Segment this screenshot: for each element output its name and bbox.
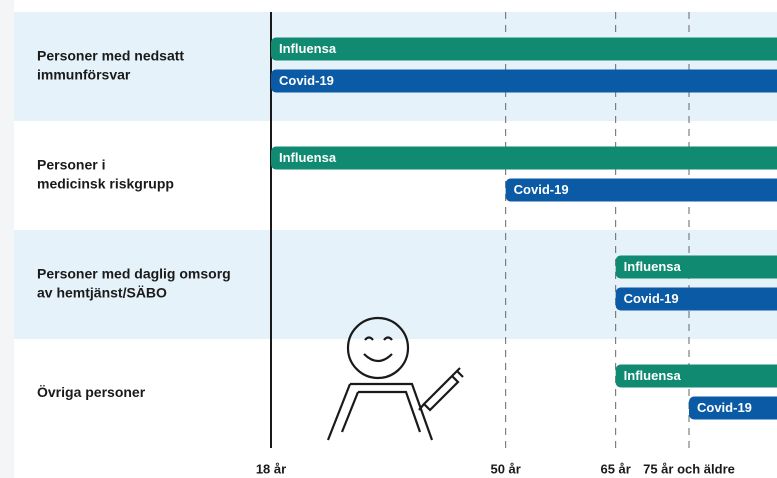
bar [615,255,777,279]
category-label: Personer med daglig omsorg [37,266,231,282]
bar [271,146,777,170]
category-label: Övriga personer [37,384,146,400]
x-tick-label: 18 år [256,461,286,476]
bar [271,37,777,61]
category-label: Personer med nedsatt [37,48,184,64]
bar-label: Influensa [279,150,337,165]
category-label: immunförsvar [37,67,131,83]
x-tick-label: 50 år [490,461,520,476]
bar-label: Influensa [624,368,682,383]
bar-label: Covid-19 [279,73,334,88]
x-tick-label: 75 år och äldre [643,461,735,476]
bar [615,364,777,388]
bars: Influensa Influensa Influensa Influensa Covi… [271,37,777,420]
row-background [14,230,777,339]
row-background [14,339,777,448]
category-label: medicinsk riskgrupp [37,176,174,192]
row-background [14,121,777,230]
bar-label: Covid-19 [514,182,569,197]
row-background [14,12,777,121]
bar [271,69,777,93]
x-tick-label: 65 år [600,461,630,476]
rows: Personer med nedsatt immunförsvar Personer… [14,12,777,448]
bar [505,178,777,202]
bar [615,287,777,311]
bar [689,396,777,420]
bar-label: Influensa [624,259,682,274]
bar-label: Covid-19 [697,400,752,415]
category-label: Personer i [37,157,105,173]
category-label: av hemtjänst/SÄBO [37,285,167,301]
bar-label: Covid-19 [624,291,679,306]
illustration [326,316,464,441]
bar-label: Influensa [279,41,337,56]
